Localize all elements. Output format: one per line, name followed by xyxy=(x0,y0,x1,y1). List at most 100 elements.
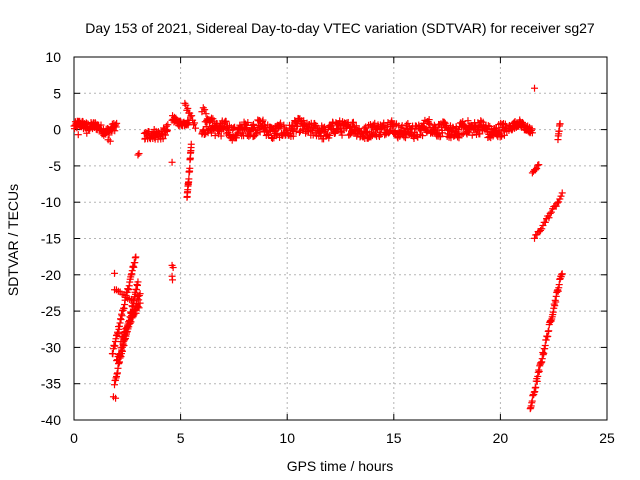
data-point xyxy=(532,383,540,391)
y-tick-label: -30 xyxy=(41,339,61,355)
data-point xyxy=(119,333,127,341)
y-tick-label: -20 xyxy=(41,267,61,283)
data-point xyxy=(556,120,564,128)
data-point xyxy=(484,122,492,130)
y-tick-label: -5 xyxy=(49,158,62,174)
data-point xyxy=(201,106,209,114)
grid-lines xyxy=(74,57,607,420)
data-point xyxy=(114,330,122,338)
data-point xyxy=(187,140,195,148)
data-point xyxy=(459,118,467,126)
data-point xyxy=(136,290,144,298)
x-tick-label: 0 xyxy=(70,430,78,446)
data-point xyxy=(496,133,504,141)
data-point xyxy=(74,131,82,139)
data-point xyxy=(127,318,135,326)
data-point xyxy=(230,124,238,132)
data-point xyxy=(419,132,427,140)
data-point xyxy=(135,304,143,312)
data-point xyxy=(347,130,355,138)
data-point xyxy=(532,166,540,174)
data-point xyxy=(115,351,123,359)
y-tick-label: -10 xyxy=(41,194,61,210)
data-point xyxy=(349,118,357,126)
data-point xyxy=(188,112,196,120)
data-point xyxy=(118,343,126,351)
data-point xyxy=(531,84,539,92)
data-point xyxy=(541,218,549,226)
data-point xyxy=(112,394,120,402)
x-tick-label: 15 xyxy=(386,430,402,446)
x-tick-label: 10 xyxy=(279,430,295,446)
data-point xyxy=(111,269,119,277)
data-point xyxy=(202,123,210,131)
x-axis-label: GPS time / hours xyxy=(287,458,394,474)
data-point xyxy=(128,295,136,303)
data-point xyxy=(545,327,553,335)
data-point xyxy=(528,129,536,137)
data-point xyxy=(168,158,176,166)
data-point xyxy=(250,120,258,128)
data-point xyxy=(535,161,543,169)
y-tick-label: -15 xyxy=(41,231,61,247)
data-point xyxy=(545,214,553,222)
x-tick-label: 5 xyxy=(177,430,185,446)
data-point xyxy=(136,299,144,307)
data-point xyxy=(185,116,193,124)
data-point xyxy=(243,124,251,132)
data-point xyxy=(121,328,129,336)
data-point xyxy=(113,119,121,127)
data-point xyxy=(191,119,199,127)
data-point xyxy=(555,198,563,206)
data-point xyxy=(132,253,140,261)
data-point xyxy=(244,119,252,127)
y-tick-label: -35 xyxy=(41,376,61,392)
x-tick-label: 25 xyxy=(599,430,615,446)
data-point xyxy=(326,131,334,139)
data-point xyxy=(106,137,114,145)
data-point xyxy=(546,209,554,217)
data-point xyxy=(134,151,142,159)
data-points xyxy=(70,84,566,413)
data-point xyxy=(259,116,267,124)
data-point xyxy=(558,270,566,278)
y-tick-label: -40 xyxy=(41,412,61,428)
data-point xyxy=(113,357,121,365)
data-point xyxy=(500,131,508,139)
x-tick-label: 20 xyxy=(493,430,509,446)
data-point xyxy=(538,225,546,233)
data-point xyxy=(118,332,126,340)
data-point xyxy=(558,189,566,197)
data-point xyxy=(553,199,561,207)
data-point xyxy=(168,276,176,284)
data-point xyxy=(116,350,124,358)
data-point xyxy=(371,119,379,127)
data-point xyxy=(120,328,128,336)
data-point xyxy=(397,123,405,131)
y-axis-label: SDTVAR / TECUs xyxy=(5,184,21,296)
y-tick-label: -25 xyxy=(41,303,61,319)
data-point xyxy=(117,338,125,346)
data-point xyxy=(202,110,210,118)
data-point xyxy=(458,131,466,139)
data-point xyxy=(206,116,214,124)
data-point xyxy=(113,356,121,364)
y-axis: 10 5 0 -5 -10 -15 -20 -25 -30 -35 -40 xyxy=(41,49,607,428)
data-point xyxy=(211,132,219,140)
x-axis: 0 5 10 15 20 25 xyxy=(70,57,615,446)
data-point xyxy=(438,129,446,137)
data-point xyxy=(184,104,192,112)
y-tick-label: 10 xyxy=(45,49,61,65)
data-point xyxy=(538,355,546,363)
data-point xyxy=(185,175,193,183)
data-point xyxy=(135,150,143,158)
data-point xyxy=(186,164,194,172)
data-point xyxy=(531,234,539,242)
data-point xyxy=(338,131,346,139)
chart-title: Day 153 of 2021, Sidereal Day-to-day VTE… xyxy=(85,20,595,36)
data-point xyxy=(164,121,172,129)
data-point xyxy=(401,134,409,142)
data-point xyxy=(83,129,91,137)
data-point xyxy=(135,296,143,304)
